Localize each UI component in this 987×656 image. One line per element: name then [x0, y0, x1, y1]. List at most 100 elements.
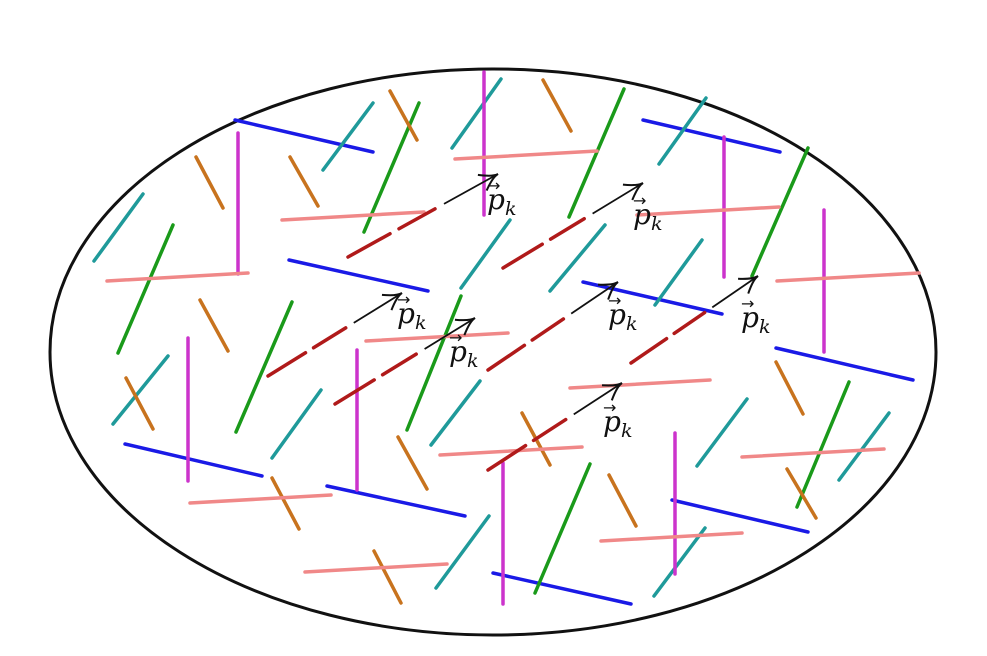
momentum-label-4: pk → [449, 328, 478, 372]
track-dash [531, 417, 568, 443]
arrowhead-icon [477, 173, 499, 191]
vector-arrow-mark: → [603, 398, 616, 417]
teal-segment [450, 77, 503, 150]
orange-segment [607, 473, 638, 528]
track-dash [672, 310, 707, 336]
blue-segment [325, 484, 467, 518]
track-dash [266, 351, 308, 378]
blue-segment [287, 258, 430, 293]
momentum-arrow-shaft [443, 173, 499, 205]
green-segment [750, 146, 810, 278]
track-dash [501, 242, 544, 270]
teal-segment [548, 223, 607, 293]
momentum-label-subscript: k [759, 316, 771, 338]
green-segment [795, 380, 851, 509]
blue-segment [774, 346, 915, 382]
segment-layer [92, 70, 921, 606]
blue-segment [670, 498, 810, 534]
particle-track-layer [266, 173, 759, 472]
teal-segment [111, 354, 170, 426]
track-dash [486, 343, 527, 372]
green-segment [116, 223, 175, 355]
blue-segment [641, 118, 782, 154]
orange-segment [388, 89, 419, 142]
momentum-label-subscript: k [651, 213, 663, 235]
teal-segment [92, 192, 145, 263]
track-dash [380, 352, 418, 377]
vector-arrow-mark: → [487, 176, 500, 195]
teal-segment [459, 218, 512, 290]
teal-segment [837, 411, 891, 482]
boundary-ellipse [48, 67, 938, 637]
momentum-label-base: p [397, 297, 415, 330]
momentum-arrow-shaft [353, 292, 403, 324]
blue-segment [123, 442, 264, 478]
momentum-label-2: pk → [633, 191, 662, 235]
momentum-label-3: pk → [397, 290, 426, 334]
track-dash [397, 207, 437, 231]
momentum-label-subscript: k [415, 312, 427, 334]
track-dash [629, 336, 669, 365]
pink-segment [599, 531, 744, 543]
teal-segment [695, 397, 749, 468]
green-segment [234, 300, 294, 434]
arrowhead-icon [381, 292, 403, 311]
blue-segment [491, 571, 633, 606]
momentum-arrow-shaft [711, 275, 759, 309]
arrowhead-icon [601, 382, 623, 401]
track-dash [548, 216, 586, 241]
vector-arrow-mark: → [633, 191, 646, 210]
momentum-label-base: p [633, 198, 651, 231]
orange-segment [774, 360, 805, 416]
orange-segment [372, 549, 403, 605]
momentum-label-base: p [603, 405, 621, 438]
green-segment [567, 87, 626, 219]
orange-segment [124, 376, 155, 431]
svg-text:pk: pk [608, 298, 637, 335]
orange-segment [396, 435, 429, 491]
pink-segment [364, 331, 510, 343]
blue-segment [233, 118, 375, 154]
blue-segment [581, 280, 724, 316]
track-dash [333, 378, 376, 406]
teal-segment [321, 101, 375, 172]
pink-segment [280, 210, 426, 222]
arrowhead-icon [454, 317, 476, 336]
arrowhead-icon [738, 275, 759, 294]
momentum-arrow-shaft [570, 281, 619, 315]
momentum-label-subscript: k [626, 313, 638, 335]
pink-segment [303, 562, 449, 574]
vector-arrow-mark: → [608, 291, 621, 310]
svg-text:pk: pk [397, 297, 426, 334]
svg-text:pk: pk [487, 183, 516, 220]
momentum-label-base: p [487, 183, 505, 216]
orange-segment [785, 467, 818, 520]
pink-segment [105, 271, 250, 283]
pink-segment [438, 445, 584, 457]
pink-segment [188, 493, 333, 505]
teal-segment [653, 238, 704, 307]
momentum-label-1: pk → [487, 176, 516, 220]
orange-segment [288, 155, 320, 208]
orange-segment [198, 298, 230, 353]
vector-arrow-mark: → [397, 290, 410, 309]
pink-segment [453, 149, 599, 161]
momentum-label-base: p [608, 298, 626, 331]
vector-arrow-mark: → [741, 294, 754, 313]
momentum-label-6: pk → [741, 294, 770, 338]
teal-segment [429, 379, 482, 447]
orange-segment [194, 155, 225, 210]
arrowhead-icon [622, 182, 644, 201]
momentum-label-subscript: k [505, 198, 517, 220]
momentum-label-subscript: k [467, 350, 479, 372]
pink-segment [740, 447, 886, 459]
orange-segment [541, 78, 573, 133]
teal-segment [652, 526, 707, 598]
pink-segment [635, 205, 781, 217]
momentum-arrow-shaft [592, 182, 644, 215]
momentum-label-subscript: k [621, 420, 633, 442]
momentum-label-5: pk → [608, 291, 637, 335]
orange-segment [270, 476, 301, 531]
svg-text:pk: pk [633, 198, 662, 235]
